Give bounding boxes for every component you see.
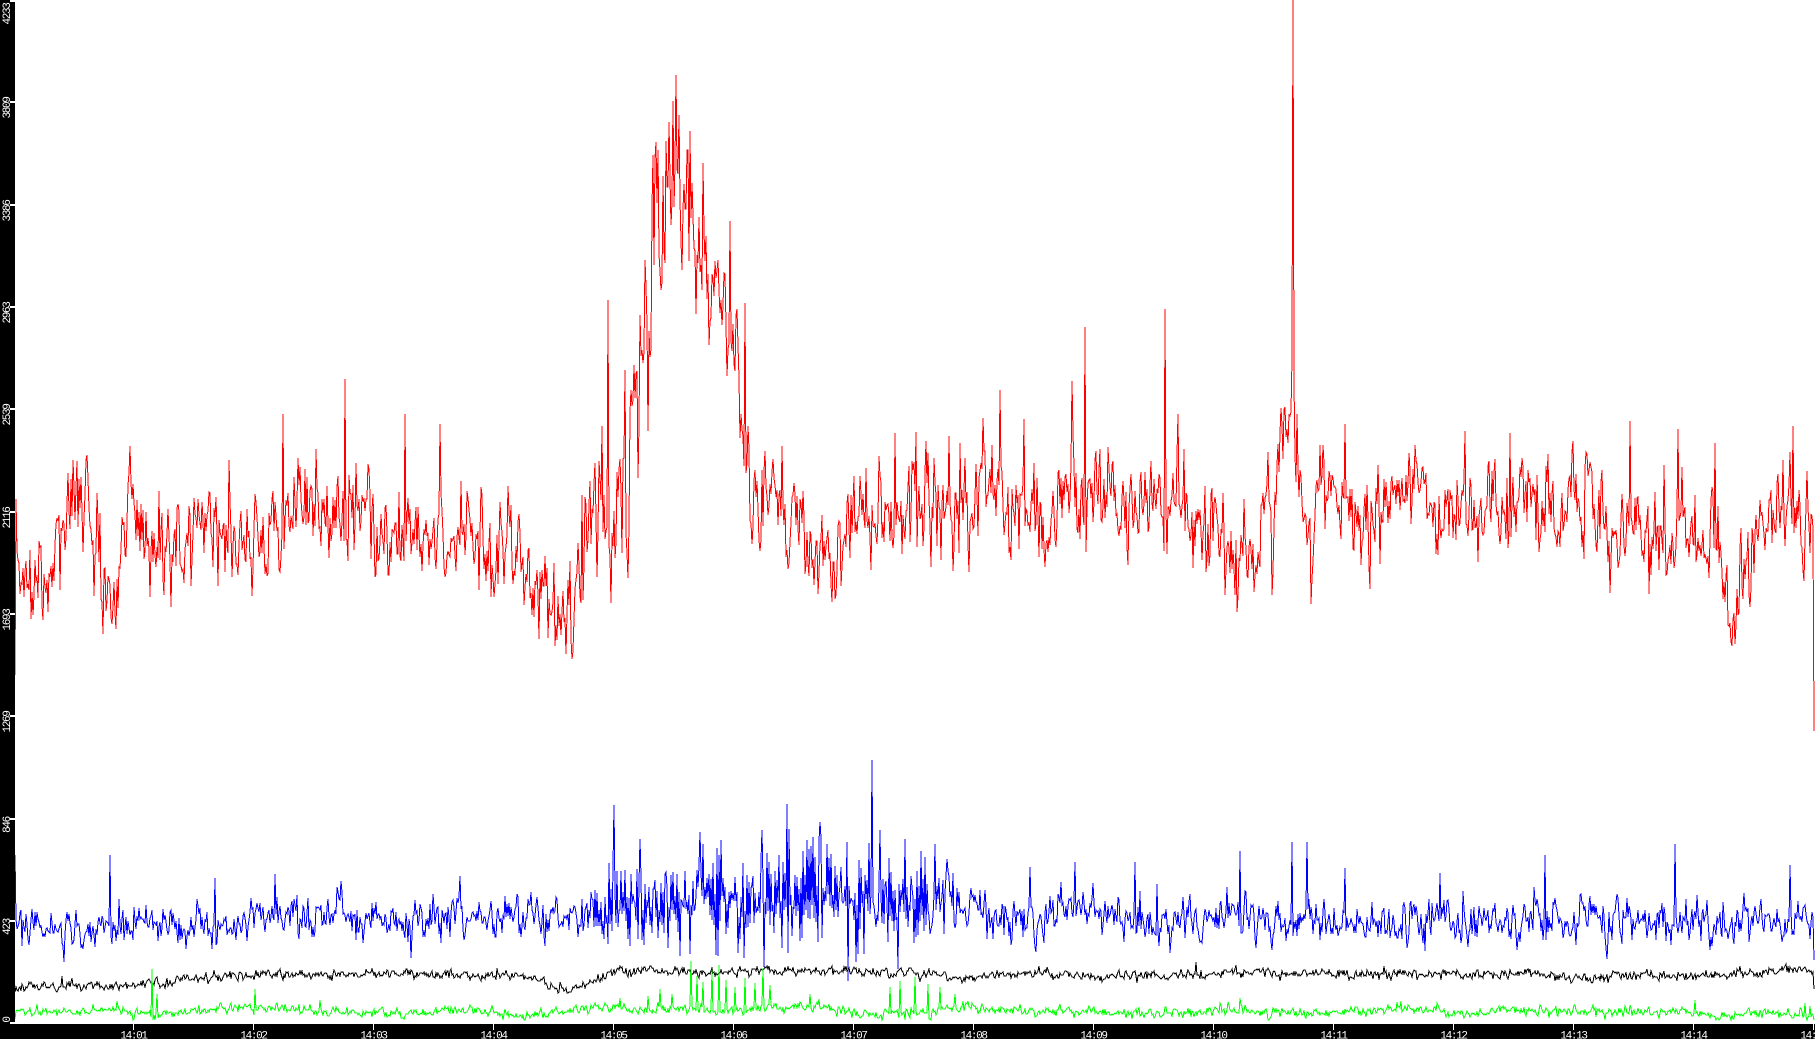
svg-text:3386: 3386 [2,200,14,222]
svg-text:4233: 4233 [2,3,14,25]
svg-text:14:15: 14:15 [1800,1030,1815,1039]
svg-text:14:13: 14:13 [1560,1030,1587,1039]
svg-text:14:07: 14:07 [840,1030,867,1039]
svg-text:14:03: 14:03 [360,1030,387,1039]
svg-text:14:08: 14:08 [960,1030,987,1039]
svg-text:0: 0 [2,1017,14,1023]
svg-text:14:14: 14:14 [1680,1030,1708,1039]
svg-text:14:12: 14:12 [1440,1030,1467,1039]
svg-text:2539: 2539 [2,404,14,426]
svg-text:14:09: 14:09 [1080,1030,1107,1039]
svg-text:14:04: 14:04 [480,1030,508,1039]
svg-text:1269: 1269 [2,711,14,733]
svg-text:14:06: 14:06 [720,1030,747,1039]
svg-text:846: 846 [2,816,14,833]
svg-text:14:10: 14:10 [1200,1030,1227,1039]
svg-text:2116: 2116 [2,507,14,529]
svg-text:3809: 3809 [2,97,14,119]
svg-text:14:11: 14:11 [1320,1030,1348,1039]
svg-text:14:05: 14:05 [600,1030,627,1039]
svg-text:423: 423 [2,918,14,935]
svg-text:14:02: 14:02 [240,1030,267,1039]
svg-text:14:01: 14:01 [120,1030,148,1039]
svg-text:1693: 1693 [2,609,14,631]
svg-text:2963: 2963 [2,302,14,324]
